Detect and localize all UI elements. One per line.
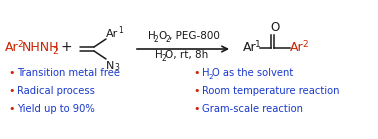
Text: •: • bbox=[8, 68, 14, 78]
Text: O as the solvent: O as the solvent bbox=[212, 68, 293, 78]
Text: Ar: Ar bbox=[5, 41, 19, 54]
Text: •: • bbox=[193, 86, 200, 96]
Text: O: O bbox=[270, 21, 279, 34]
Text: O, rt, 8h: O, rt, 8h bbox=[165, 50, 208, 60]
Text: 2: 2 bbox=[165, 35, 170, 44]
Text: •: • bbox=[8, 104, 14, 114]
Text: +: + bbox=[60, 40, 71, 54]
Text: Yield up to 90%: Yield up to 90% bbox=[17, 104, 95, 114]
Text: 2: 2 bbox=[302, 40, 308, 49]
Text: NHNH: NHNH bbox=[22, 41, 59, 54]
Text: N: N bbox=[106, 61, 115, 71]
Text: •: • bbox=[8, 86, 14, 96]
Text: 1: 1 bbox=[255, 40, 261, 49]
Text: Transition metal free: Transition metal free bbox=[17, 68, 120, 78]
Text: H: H bbox=[155, 50, 163, 60]
Text: 2: 2 bbox=[154, 35, 159, 44]
Text: •: • bbox=[193, 104, 200, 114]
Text: Room temperature reaction: Room temperature reaction bbox=[202, 86, 339, 96]
Text: , PEG-800: , PEG-800 bbox=[169, 31, 220, 41]
Text: 2: 2 bbox=[52, 47, 57, 56]
Text: H: H bbox=[202, 68, 209, 78]
Text: 2: 2 bbox=[161, 54, 166, 63]
Text: Ar: Ar bbox=[290, 41, 304, 54]
Text: 2: 2 bbox=[17, 40, 23, 49]
Text: Ar: Ar bbox=[106, 29, 118, 39]
Text: 2: 2 bbox=[208, 74, 212, 80]
Text: Gram-scale reaction: Gram-scale reaction bbox=[202, 104, 303, 114]
Text: •: • bbox=[193, 68, 200, 78]
Text: Radical process: Radical process bbox=[17, 86, 95, 96]
Text: Ar: Ar bbox=[243, 41, 257, 54]
Text: 3: 3 bbox=[114, 63, 119, 72]
Text: H: H bbox=[148, 31, 156, 41]
Text: 1: 1 bbox=[118, 26, 123, 35]
Text: O: O bbox=[158, 31, 166, 41]
